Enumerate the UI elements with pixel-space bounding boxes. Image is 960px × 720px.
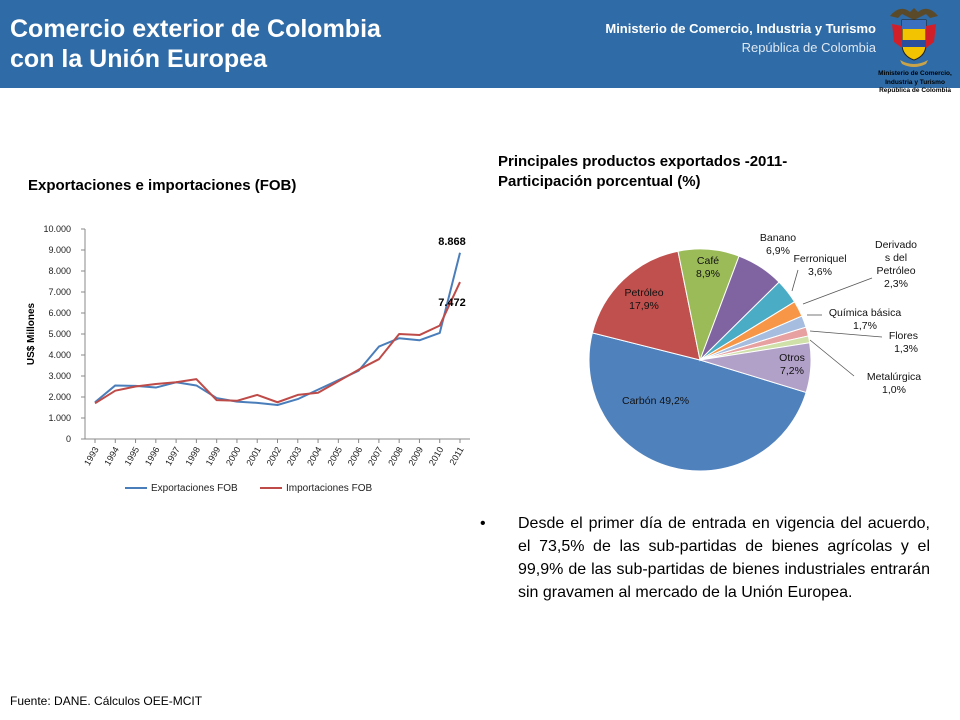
y-tick-label: 2.000 — [48, 392, 71, 402]
x-tick-label: 2007 — [366, 445, 385, 467]
y-tick-label: 1.000 — [48, 413, 71, 423]
x-tick-label: 2000 — [224, 445, 243, 467]
crest-caption-line: República de Colombia — [879, 87, 951, 94]
series-line-exportaciones — [94, 252, 461, 406]
x-tick-label: 1999 — [204, 445, 223, 467]
data-label-exportaciones-2011: 8.868 — [438, 236, 466, 248]
pie-slice-label: Química básica 1,7% — [829, 307, 902, 332]
x-tick-label: 2002 — [265, 445, 284, 467]
x-tick-label: 2005 — [325, 445, 344, 467]
x-tick-label: 1993 — [82, 445, 101, 467]
x-tick-label: 2008 — [386, 445, 405, 467]
legend-label: Exportaciones FOB — [151, 483, 238, 494]
line-chart: 0 1.000 2.000 3.000 4.000 5.000 6.000 7.000 8.00… — [26, 224, 470, 494]
pie-leader-line — [809, 339, 855, 377]
pie-slice — [591, 250, 701, 361]
pie-slice-label: Carbón 49,2% — [622, 395, 689, 407]
ministry-name: Ministerio de Comercio, Industria y Turi… — [605, 21, 876, 36]
x-tick-label: 1997 — [163, 445, 182, 467]
pie-chart: Carbón 49,2% Petróleo 17,9% Café 8,9% Banano 6… — [588, 232, 921, 472]
x-tick-label: 2009 — [407, 445, 426, 467]
y-tick-label: 5.000 — [48, 329, 71, 339]
y-tick-label: 6.000 — [48, 308, 71, 318]
y-tick-label: 7.000 — [48, 287, 71, 297]
line-chart-title: Exportaciones e importaciones (FOB) — [28, 177, 297, 194]
pie-slice-label: Otros 7,2% — [779, 352, 805, 377]
x-tick-label: 1995 — [123, 445, 142, 467]
page-title: Comercio exterior de Colombia con la Uni… — [10, 14, 381, 74]
pie-slice — [588, 332, 807, 472]
bullet-text: Desde el primer día de entrada en vigenc… — [518, 515, 930, 601]
x-tick-label: 1998 — [183, 445, 202, 467]
pie-slice-label: Metalúrgica 1,0% — [867, 371, 921, 396]
coat-of-arms-icon — [890, 8, 938, 67]
crest-caption: Ministerio de Comercio, Industria y Turi… — [872, 70, 958, 96]
pie-slice-label: Café 8,9% — [696, 255, 720, 280]
x-tick-label: 2006 — [346, 445, 365, 467]
pie-slice-label: Flores 1,3% — [889, 330, 918, 355]
x-tick-label: 1996 — [143, 445, 162, 467]
y-tick-label: 4.000 — [48, 350, 71, 360]
x-tick-label: 2001 — [244, 445, 263, 467]
x-tick-label: 2003 — [285, 445, 304, 467]
crest-caption-line: Industria y Turismo — [885, 78, 945, 86]
y-tick-label: 0 — [66, 434, 71, 444]
pie-slice-label: Petróleo 17,9% — [624, 287, 663, 312]
pie-slice-label: Derivado s del Petróleo 2,3% — [875, 239, 917, 290]
page-title-line-2: con la Unión Europea — [10, 45, 267, 73]
bullet-point: • Desde el primer día de entrada en vige… — [480, 512, 930, 604]
bullet-dot: • — [480, 515, 486, 532]
ministry-republic: República de Colombia — [741, 40, 876, 55]
pie-slice-label: Ferroniquel 3,6% — [793, 253, 846, 278]
legend-label: Importaciones FOB — [286, 483, 372, 494]
pie-leader-line — [809, 330, 883, 338]
ministry-block: Ministerio de Comercio, Industria y Turi… — [605, 19, 876, 57]
x-tick-label: 2011 — [447, 445, 465, 467]
x-tick-label: 1994 — [102, 445, 121, 467]
x-tick-label: 2010 — [427, 445, 446, 467]
pie-slice-label: Banano 6,9% — [760, 232, 796, 257]
y-tick-label: 3.000 — [48, 371, 71, 381]
series-line-importaciones — [94, 281, 461, 405]
source-note: Fuente: DANE. Cálculos OEE-MCIT — [10, 694, 203, 708]
header-banner: Comercio exterior de Colombia con la Uni… — [0, 0, 960, 88]
x-tick-label: 2004 — [305, 445, 324, 467]
y-tick-label: 9.000 — [48, 245, 71, 255]
pie-leader-line — [802, 277, 873, 305]
pie-slice — [699, 342, 812, 394]
pie-leader-line — [791, 269, 799, 292]
page-title-line-1: Comercio exterior de Colombia — [10, 15, 381, 43]
y-axis-label: US$ Millones — [26, 302, 37, 365]
crest-caption-line: Ministerio de Comercio, — [878, 70, 952, 77]
pie-chart-title: Principales productos exportados -2011- … — [498, 153, 788, 190]
y-tick-label: 10.000 — [43, 224, 71, 234]
data-label-importaciones-2011: 7.472 — [438, 297, 466, 309]
y-tick-label: 8.000 — [48, 266, 71, 276]
